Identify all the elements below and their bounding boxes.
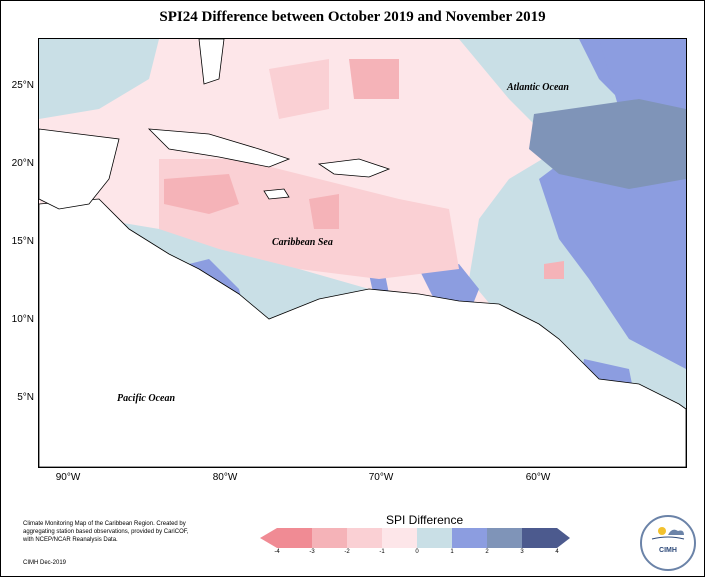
colorbar-segment-4 [382, 528, 417, 548]
colorbar-segment-8 [522, 528, 557, 548]
colorbar-segment-1 [277, 528, 312, 548]
legend-tick: 1 [450, 549, 454, 555]
sun-cloud-icon [651, 527, 685, 540]
legend-tick: -3 [309, 549, 315, 555]
colorbar-arrow-right [557, 528, 570, 548]
legend-tick: 0 [415, 549, 419, 555]
colorbar [260, 528, 570, 548]
colorbar-segment-5 [417, 528, 452, 548]
lon-label-90w: 90°W [55, 472, 81, 483]
legend-tick: 4 [555, 549, 559, 555]
lon-label-60w: 60°W [525, 472, 551, 483]
logo-text: CIMH [659, 547, 677, 554]
legend-tick: 3 [520, 549, 524, 555]
label-atlantic-ocean: Atlantic Ocean [507, 82, 569, 93]
cimh-logo: CIMH [640, 515, 696, 571]
lat-label-15n: 15°N [11, 236, 34, 247]
legend-tick: -4 [274, 549, 280, 555]
map-title: SPI24 Difference between October 2019 an… [159, 9, 546, 25]
lon-label-70w: 70°W [368, 472, 394, 483]
date-text: CIMH Dec-2019 [23, 560, 67, 566]
colorbar-segment-3 [347, 528, 382, 548]
lat-label-25n: 25°N [11, 80, 34, 91]
map-area[interactable]: Atlantic Ocean Caribbean Sea Pacific Oce… [38, 38, 687, 468]
legend-title: SPI Difference [386, 513, 464, 527]
legend-tick: -1 [379, 549, 385, 555]
colorbar-segment-6 [452, 528, 487, 548]
legend-tick: -2 [344, 549, 350, 555]
credits-text: Climate Monitoring Map of the Caribbean … [23, 521, 189, 543]
lat-label-10n: 10°N [11, 314, 34, 325]
label-pacific-ocean: Pacific Ocean [117, 393, 176, 404]
lat-label-20n: 20°N [11, 158, 34, 169]
colorbar-segment-2 [312, 528, 347, 548]
legend-tick: 2 [485, 549, 489, 555]
label-caribbean-sea: Caribbean Sea [272, 237, 333, 248]
lon-label-80w: 80°W [212, 472, 238, 483]
colorbar-segment-7 [487, 528, 522, 548]
colorbar-arrow-left [260, 528, 277, 548]
lat-label-5n: 5°N [17, 392, 34, 403]
map-canvas [39, 39, 686, 467]
